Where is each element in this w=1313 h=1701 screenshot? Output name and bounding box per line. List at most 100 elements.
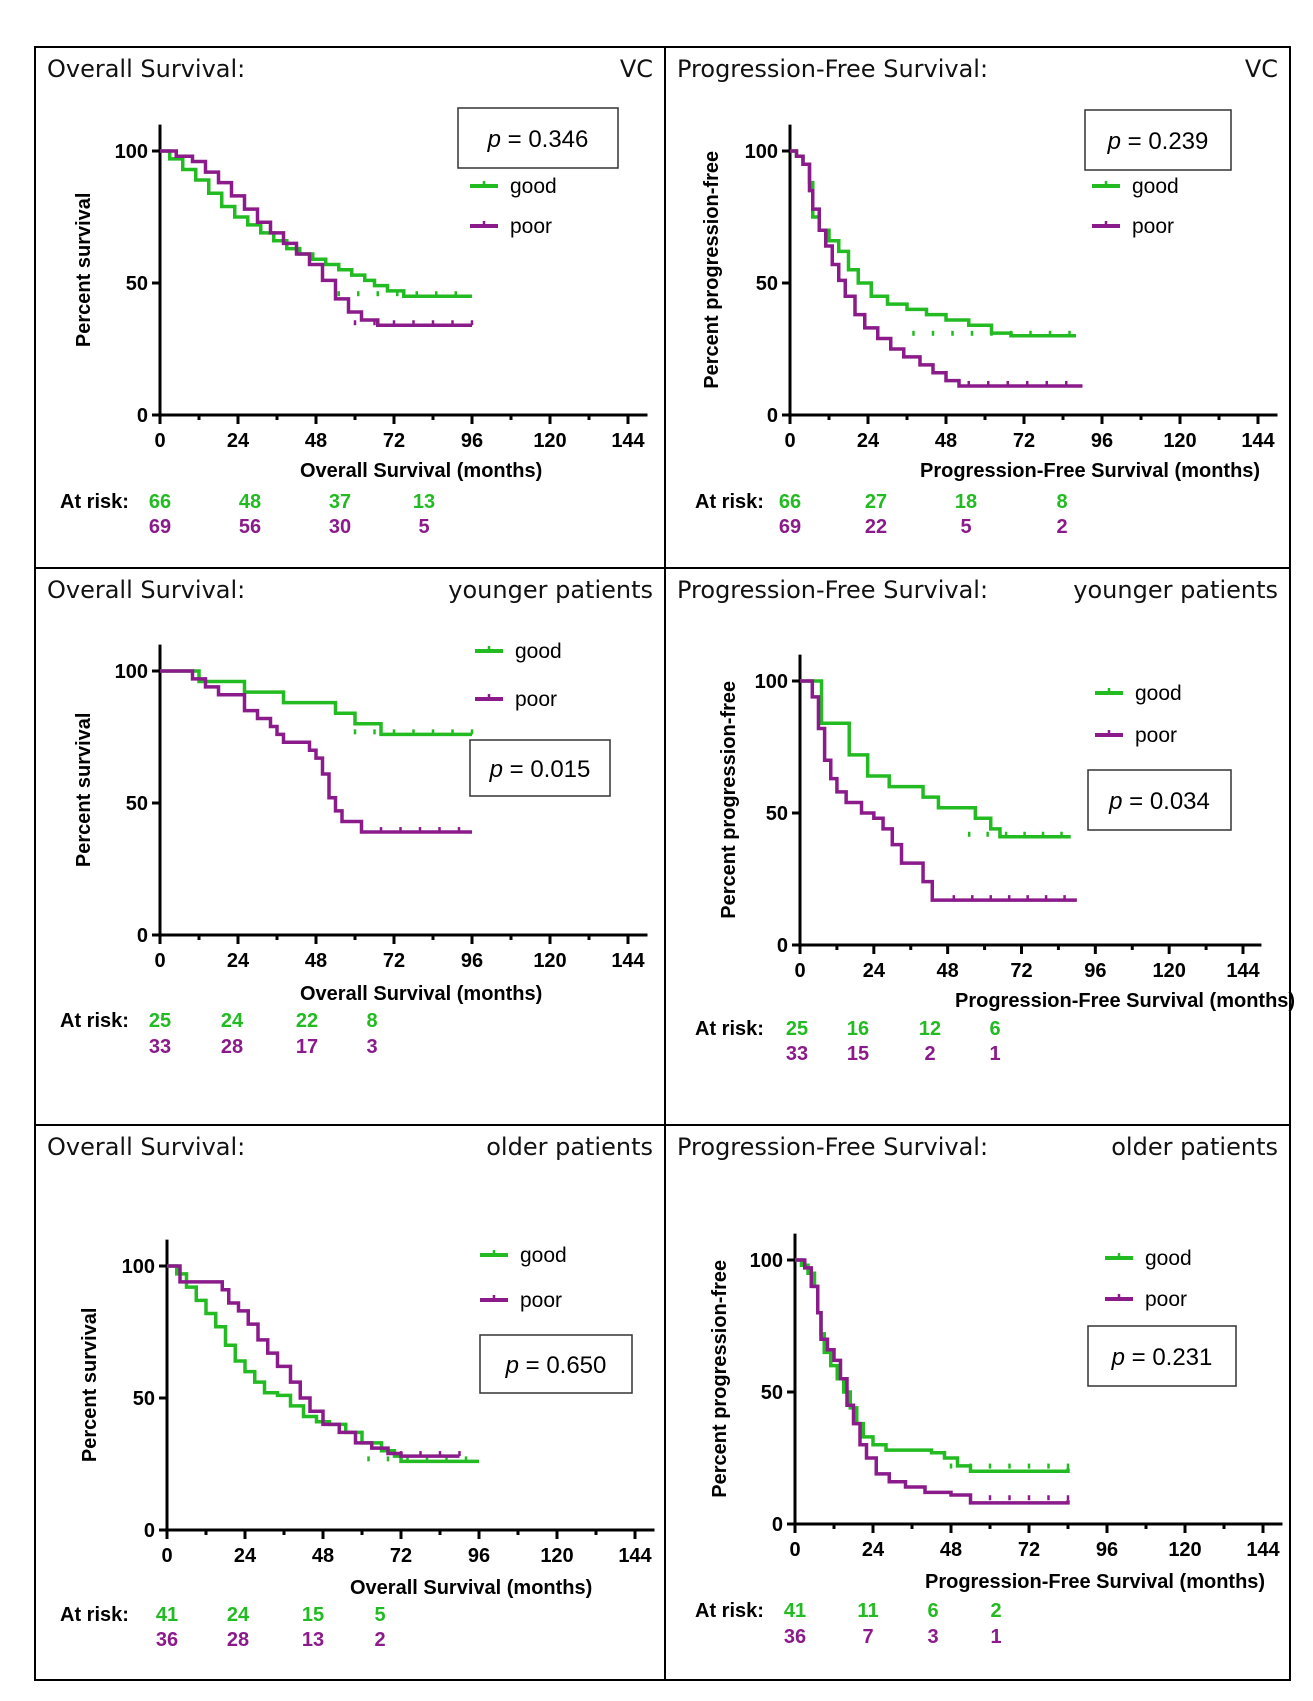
at-risk-value-poor: 33 xyxy=(786,1043,808,1065)
y-axis-label: Percent survival xyxy=(79,1308,101,1463)
at-risk-value-good: 15 xyxy=(302,1604,324,1626)
y-tick-label: 100 xyxy=(745,141,778,163)
at-risk-value-poor: 22 xyxy=(865,516,887,538)
p-value: p = 0.015 xyxy=(489,756,591,783)
y-tick-label: 100 xyxy=(122,1256,155,1278)
x-axis-label: Progression-Free Survival (months) xyxy=(920,460,1260,482)
p-symbol: p xyxy=(1108,788,1122,815)
y-tick-label: 50 xyxy=(133,1388,155,1410)
at-risk-value-good: 41 xyxy=(784,1600,806,1622)
series-line-poor xyxy=(790,149,1083,388)
legend-label-good: good xyxy=(520,1244,567,1267)
at-risk-label: At risk: xyxy=(695,1600,764,1622)
x-axis-label: Progression-Free Survival (months) xyxy=(925,1571,1265,1593)
panel: Overall Survival: older patients 0 50 100 0 24… xyxy=(47,1133,655,1651)
x-tick-label: 120 xyxy=(533,950,566,972)
panel: Progression-Free Survival: older patients… xyxy=(677,1133,1283,1648)
x-tick-label: 72 xyxy=(1010,960,1032,982)
legend-label-good: good xyxy=(510,175,557,198)
x-tick-label: 144 xyxy=(1246,1539,1280,1561)
x-tick-label: 120 xyxy=(1163,430,1196,452)
x-tick-label: 48 xyxy=(305,950,327,972)
y-tick-label: 0 xyxy=(144,1520,155,1542)
panel-header-right: older patients xyxy=(486,1133,653,1161)
series-line-poor xyxy=(800,679,1077,902)
x-tick-label: 24 xyxy=(227,430,250,452)
at-risk-value-good: 2 xyxy=(990,1600,1001,1622)
p-value-text: = 0.231 xyxy=(1125,1344,1212,1371)
x-tick-label: 48 xyxy=(937,960,959,982)
y-tick-label: 0 xyxy=(137,925,148,947)
y-tick-label: 0 xyxy=(767,405,778,427)
at-risk-value-poor: 13 xyxy=(302,1629,324,1651)
at-risk-label: At risk: xyxy=(60,491,129,513)
x-tick-label: 144 xyxy=(1241,430,1275,452)
at-risk-label: At risk: xyxy=(60,1604,129,1626)
x-axis-label: Overall Survival (months) xyxy=(300,460,542,482)
x-tick-label: 0 xyxy=(161,1545,172,1567)
series-line-poor xyxy=(167,1264,460,1458)
x-tick-label: 24 xyxy=(862,1539,885,1561)
at-risk-value-poor: 5 xyxy=(960,516,971,538)
x-tick-label: 96 xyxy=(461,430,483,452)
x-tick-label: 0 xyxy=(794,960,805,982)
x-axis-label: Progression-Free Survival (months) xyxy=(955,990,1295,1012)
panel-header-left: Progression-Free Survival: xyxy=(677,55,988,83)
x-tick-label: 24 xyxy=(227,950,250,972)
series-line-poor xyxy=(160,669,472,834)
x-tick-label: 120 xyxy=(540,1545,573,1567)
y-tick-label: 100 xyxy=(115,141,148,163)
y-tick-label: 50 xyxy=(766,803,788,825)
panel-header-left: Progression-Free Survival: xyxy=(677,1133,988,1161)
panel-header-left: Overall Survival: xyxy=(47,576,245,604)
x-tick-label: 24 xyxy=(857,430,880,452)
at-risk-value-poor: 36 xyxy=(156,1629,178,1651)
x-tick-label: 0 xyxy=(789,1539,800,1561)
x-tick-label: 48 xyxy=(312,1545,334,1567)
legend-label-poor: poor xyxy=(1132,215,1174,238)
at-risk-value-good: 41 xyxy=(156,1604,178,1626)
y-tick-label: 50 xyxy=(126,273,148,295)
legend-label-poor: poor xyxy=(520,1289,562,1312)
panel-header-left: Overall Survival: xyxy=(47,1133,245,1161)
p-symbol: p xyxy=(505,1352,519,1379)
p-value-text: = 0.015 xyxy=(503,756,590,783)
series-line-good xyxy=(167,1264,479,1464)
x-tick-label: 120 xyxy=(1168,1539,1201,1561)
x-tick-label: 96 xyxy=(1084,960,1106,982)
x-tick-label: 96 xyxy=(468,1545,490,1567)
at-risk-value-good: 8 xyxy=(366,1010,377,1032)
at-risk-value-poor: 15 xyxy=(847,1043,869,1065)
panel-header-right: older patients xyxy=(1111,1133,1278,1161)
y-tick-label: 0 xyxy=(777,935,788,957)
series-line-good xyxy=(790,149,1076,338)
at-risk-label: At risk: xyxy=(695,1018,764,1040)
p-value-box xyxy=(469,739,611,797)
at-risk-value-good: 24 xyxy=(227,1604,250,1626)
x-tick-label: 0 xyxy=(154,950,165,972)
y-tick-label: 50 xyxy=(761,1382,783,1404)
at-risk-value-good: 66 xyxy=(779,491,801,513)
at-risk-value-poor: 7 xyxy=(862,1626,873,1648)
legend-label-good: good xyxy=(1135,682,1182,705)
at-risk-value-good: 18 xyxy=(955,491,977,513)
at-risk-value-poor: 1 xyxy=(989,1043,1000,1065)
series-line-good xyxy=(795,1258,1070,1473)
panel-header-left: Overall Survival: xyxy=(47,55,245,83)
y-axis-label: Percent progression-free xyxy=(701,151,723,389)
y-tick-label: 100 xyxy=(755,671,788,693)
p-value: p = 0.034 xyxy=(1108,788,1210,815)
x-axis-label: Overall Survival (months) xyxy=(350,1577,592,1599)
x-axis-label: Overall Survival (months) xyxy=(300,983,542,1005)
panel-header-right: younger patients xyxy=(1073,576,1278,604)
x-tick-label: 48 xyxy=(935,430,957,452)
at-risk-value-poor: 69 xyxy=(149,516,171,538)
x-tick-label: 72 xyxy=(383,950,405,972)
x-tick-label: 24 xyxy=(234,1545,257,1567)
p-value: p = 0.239 xyxy=(1107,128,1209,155)
at-risk-value-poor: 3 xyxy=(366,1036,377,1058)
y-axis-label: Percent progression-free xyxy=(709,1260,731,1498)
p-value: p = 0.346 xyxy=(487,126,589,153)
p-value-box xyxy=(457,107,619,169)
at-risk-value-poor: 3 xyxy=(927,1626,938,1648)
